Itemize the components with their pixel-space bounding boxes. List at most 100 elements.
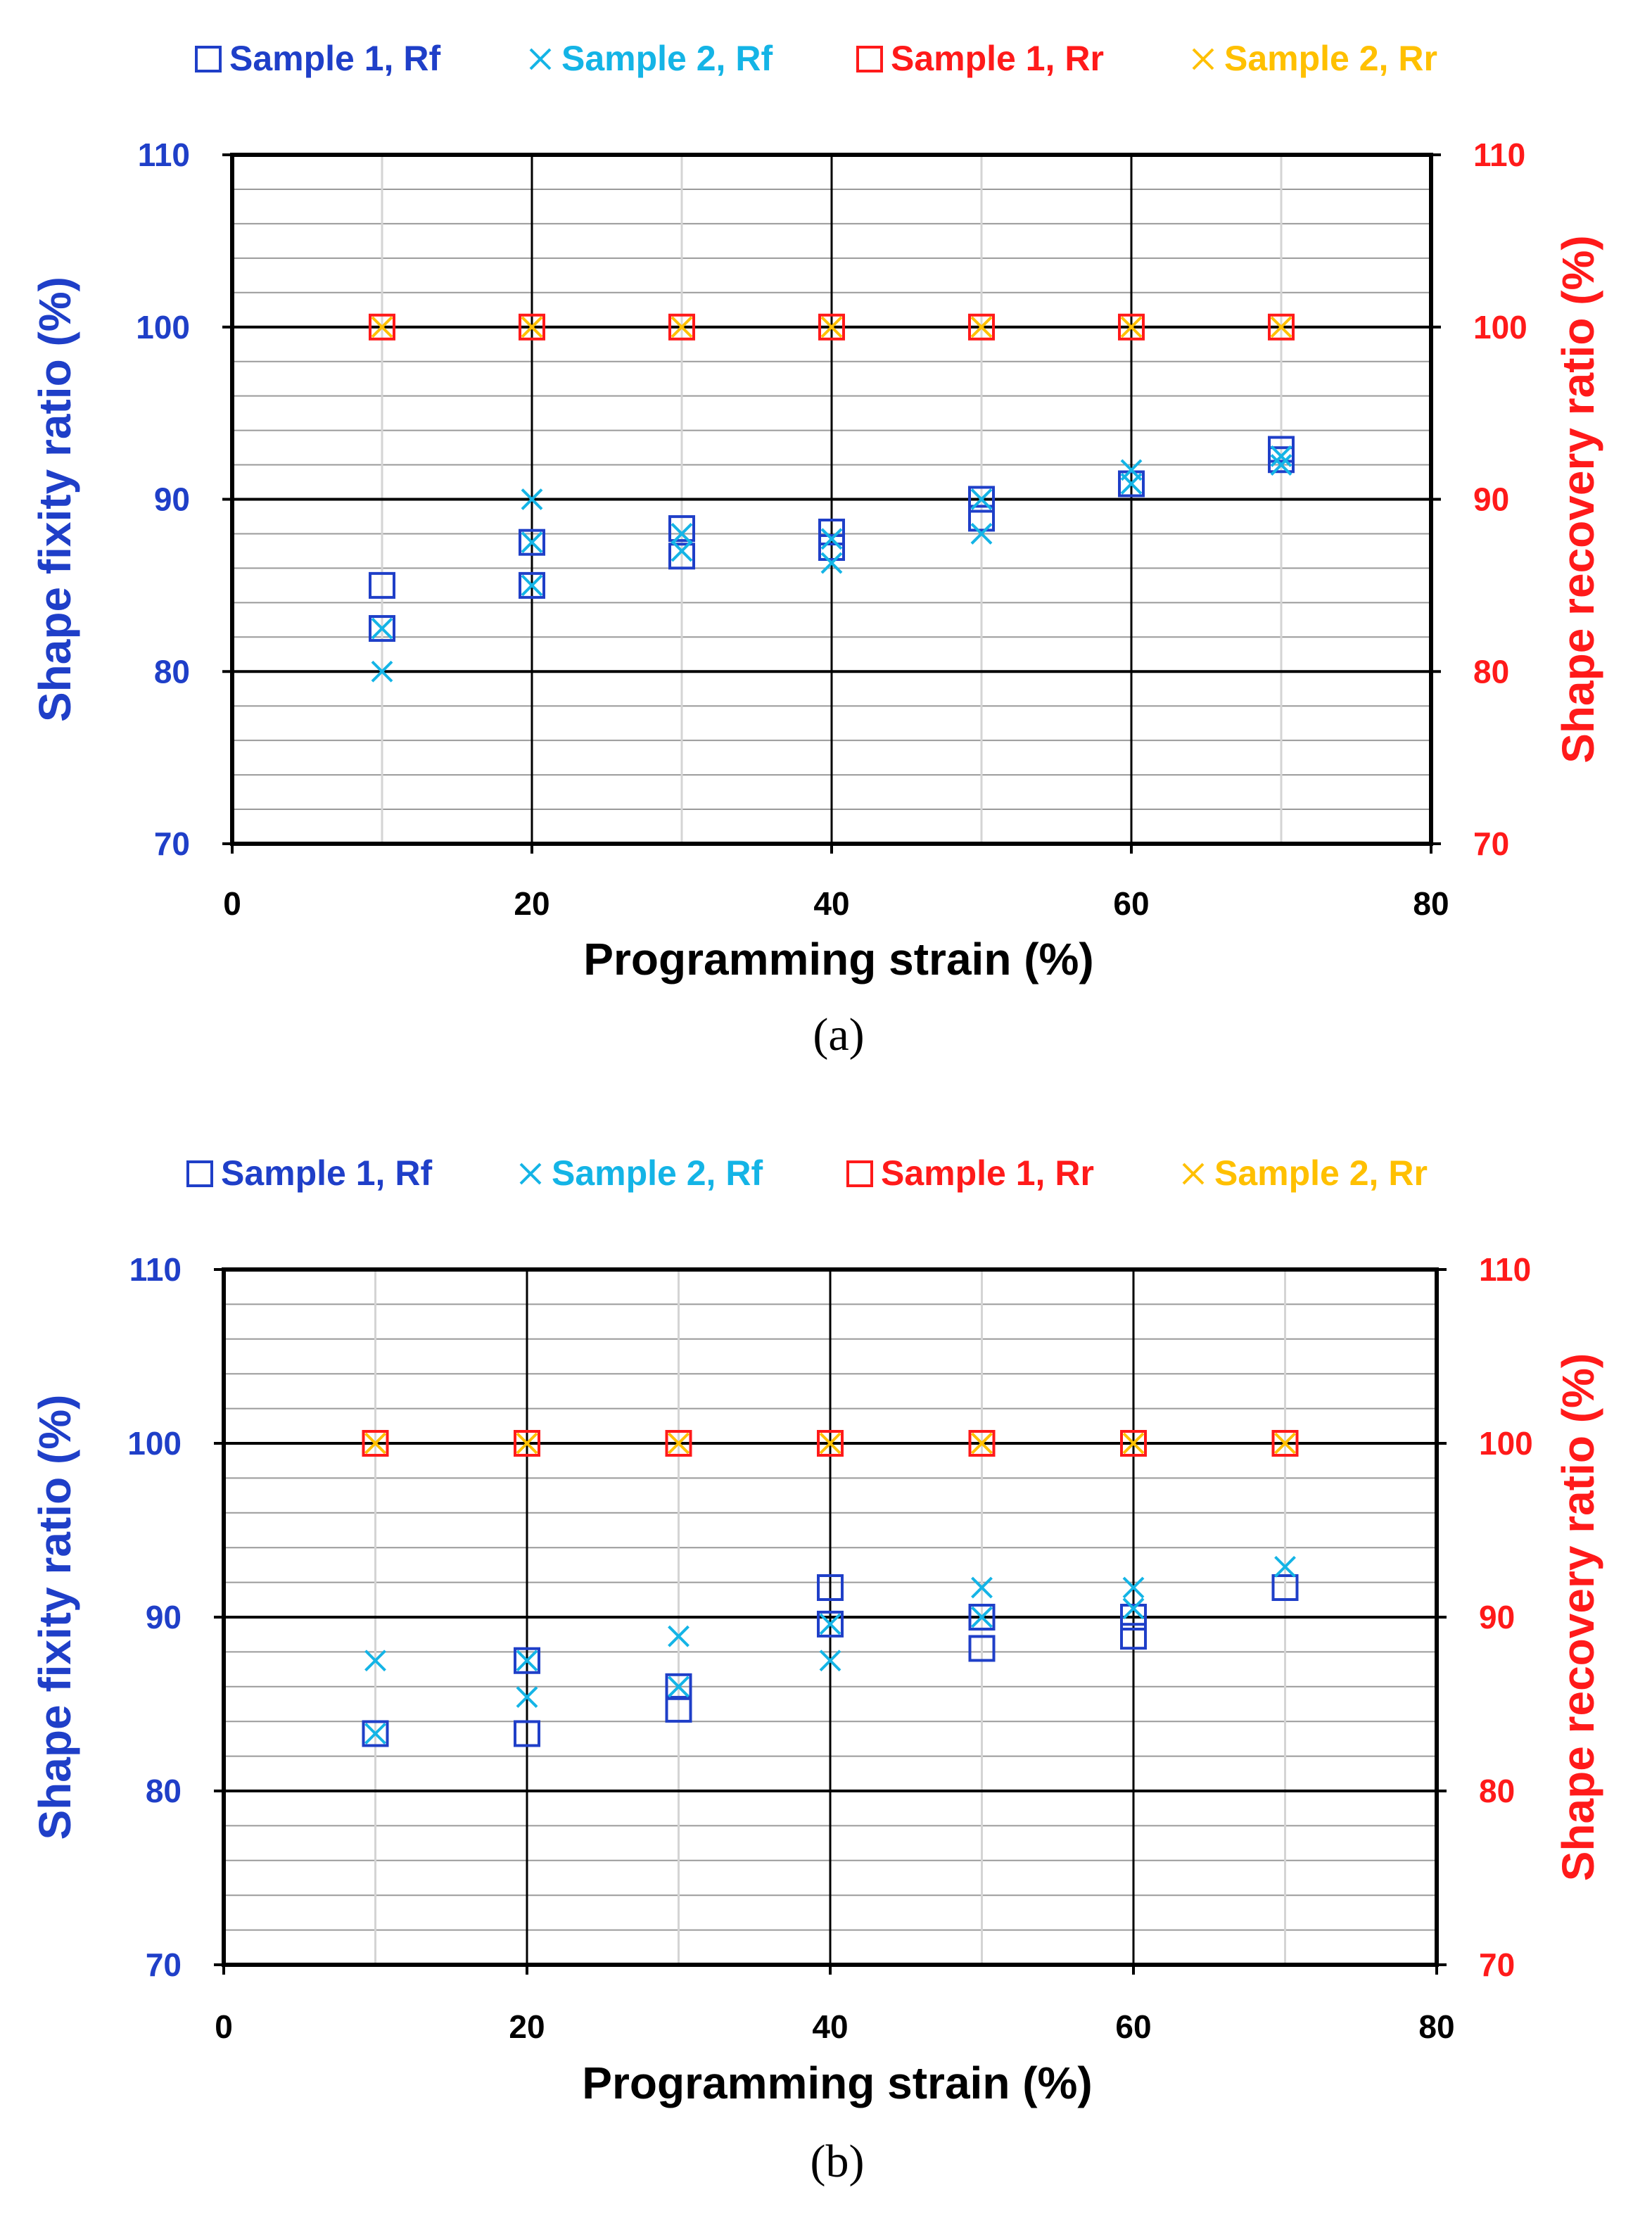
y-right-tick-label: 80: [1479, 1773, 1515, 1809]
data-point-sample-2-rf: [1274, 1555, 1296, 1578]
data-point-sample-2-rr: [1120, 316, 1143, 338]
legend-label-sample-2-rf: Sample 2, Rf: [552, 1153, 763, 1193]
data-point-sample-1-rf: [362, 1720, 389, 1747]
data-point-sample-1-rf: [369, 615, 395, 642]
data-point-sample-1-rf: [817, 1610, 844, 1638]
y-left-tick-label: 90: [154, 481, 190, 518]
data-point-sample-1-rf: [519, 571, 545, 599]
data-point-sample-2-rf: [668, 1625, 690, 1647]
y-left-tick-label: 100: [127, 1425, 182, 1462]
data-point-sample-1-rf: [818, 519, 845, 546]
y-left-axis-title: Shape fixity ratio (%): [30, 1395, 80, 1840]
legend-label-sample-2-rf: Sample 2, Rf: [561, 39, 773, 78]
x-tick-label: 80: [1418, 2008, 1454, 2045]
data-point-sample-2-rf: [1270, 445, 1292, 467]
legend-label-sample-1-rr: Sample 1, Rr: [891, 39, 1104, 78]
data-point-sample-2-rr: [364, 1432, 386, 1455]
legend-label-sample-1-rf: Sample 1, Rf: [229, 39, 440, 78]
data-point-sample-1-rf: [665, 1695, 692, 1723]
legend-marker-sample-2-rf: [529, 48, 552, 70]
x-tick-label: 20: [514, 885, 549, 922]
x-axis-title: Programming strain (%): [583, 934, 1093, 984]
data-point-sample-2-rr: [970, 316, 993, 338]
data-point-sample-2-rf: [671, 523, 693, 545]
data-point-sample-2-rf: [1122, 1597, 1145, 1620]
legend-marker-sample-2-rf: [519, 1163, 542, 1185]
data-point-sample-2-rf: [1122, 1576, 1145, 1599]
x-tick-label: 60: [1113, 885, 1149, 922]
data-point-sample-1-rr: [665, 1430, 692, 1457]
data-point-sample-1-rf: [1120, 1604, 1147, 1631]
x-tick-label: 60: [1115, 2008, 1151, 2045]
data-point-sample-2-rr: [371, 316, 393, 338]
data-point-sample-2-rr: [671, 316, 693, 338]
data-point-sample-2-rr: [1274, 1432, 1296, 1455]
data-point-sample-1-rr: [1268, 313, 1295, 341]
data-point-sample-1-rf: [968, 1635, 996, 1662]
data-point-sample-2-rf: [371, 660, 393, 683]
data-point-sample-2-rf: [820, 528, 843, 550]
data-point-sample-1-rr: [519, 313, 545, 341]
y-left-tick-label: 90: [146, 1599, 182, 1635]
data-point-sample-1-rf: [818, 534, 845, 562]
y-left-tick-label: 110: [138, 137, 190, 173]
y-right-tick-label: 90: [1473, 481, 1509, 518]
x-tick-label: 40: [812, 2008, 848, 2045]
data-point-sample-2-rf: [516, 1650, 538, 1672]
y-left-tick-label: 80: [154, 653, 190, 690]
y-left-tick-label: 100: [136, 309, 190, 346]
data-point-sample-1-rr: [968, 1430, 996, 1457]
data-point-sample-2-rf: [671, 540, 693, 562]
data-point-sample-2-rr: [516, 1432, 538, 1455]
data-point-sample-2-rf: [970, 488, 993, 510]
legend-marker-sample-2-rr: [1182, 1163, 1205, 1185]
legend-marker-sample-1-rf: [186, 1160, 213, 1187]
panel-label: (b): [811, 2136, 865, 2187]
data-point-sample-2-rf: [971, 1576, 993, 1599]
data-point-sample-1-rr: [818, 313, 845, 341]
panel-label: (a): [813, 1009, 864, 1060]
data-point-sample-1-rr: [1118, 313, 1145, 341]
data-point-sample-2-rr: [819, 1432, 841, 1455]
y-right-axis-title: Shape recovery ratio (%): [1553, 235, 1603, 764]
legend-label-sample-2-rr: Sample 2, Rr: [1214, 1153, 1428, 1193]
y-right-tick-label: 80: [1473, 653, 1509, 690]
data-point-sample-2-rf: [668, 1676, 690, 1698]
x-tick-label: 0: [223, 885, 241, 922]
data-point-sample-2-rf: [970, 523, 993, 545]
data-point-sample-2-rf: [516, 1686, 538, 1709]
data-point-sample-1-rf: [514, 1720, 540, 1747]
data-point-sample-1-rr: [369, 313, 395, 341]
y-left-tick-label: 110: [129, 1251, 182, 1288]
y-right-tick-label: 110: [1479, 1251, 1531, 1288]
legend-marker-sample-1-rr: [846, 1160, 873, 1187]
data-point-sample-2-rf: [364, 1723, 386, 1745]
legend-marker-sample-1-rf: [195, 46, 222, 72]
data-point-sample-1-rf: [519, 528, 545, 556]
y-left-tick-label: 70: [146, 1946, 182, 1983]
data-point-sample-1-rf: [369, 571, 395, 599]
data-point-sample-2-rf: [1270, 454, 1292, 476]
data-point-sample-2-rf: [1120, 473, 1143, 495]
x-tick-label: 20: [509, 2008, 545, 2045]
data-point-sample-1-rr: [668, 313, 695, 341]
data-point-sample-2-rr: [820, 316, 843, 338]
legend-marker-sample-1-rr: [856, 46, 883, 72]
data-point-sample-2-rr: [521, 316, 543, 338]
data-point-sample-2-rr: [971, 1432, 993, 1455]
y-left-axis-title: Shape fixity ratio (%): [30, 277, 80, 722]
data-point-sample-2-rf: [819, 1613, 841, 1635]
x-axis-title: Programming strain (%): [582, 2058, 1092, 2108]
data-point-sample-2-rr: [1122, 1432, 1145, 1455]
y-right-tick-label: 110: [1473, 137, 1525, 173]
legend-label-sample-2-rr: Sample 2, Rr: [1224, 39, 1437, 78]
y-right-tick-label: 90: [1479, 1599, 1515, 1635]
legend-label-sample-1-rr: Sample 1, Rr: [881, 1153, 1094, 1193]
data-point-sample-1-rf: [1271, 1574, 1299, 1602]
legend-label-sample-1-rf: Sample 1, Rf: [221, 1153, 432, 1193]
x-tick-label: 80: [1413, 885, 1449, 922]
y-left-tick-label: 70: [154, 825, 190, 862]
